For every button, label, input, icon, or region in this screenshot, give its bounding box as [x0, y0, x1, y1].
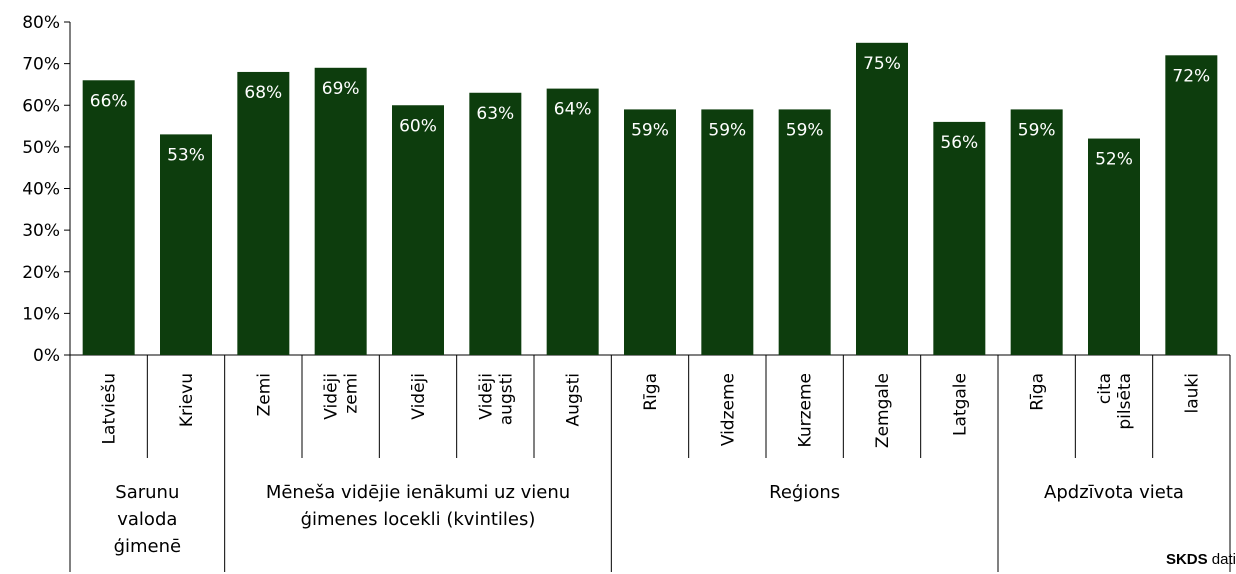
bar	[160, 134, 212, 355]
group-label: valoda	[117, 509, 177, 530]
bar	[778, 109, 831, 355]
bar-value-label: 60%	[399, 116, 437, 136]
category-label: Latgale	[950, 373, 970, 436]
bar-value-label: 59%	[786, 120, 824, 140]
bar-value-label: 68%	[244, 83, 282, 103]
bar-value-label: 56%	[940, 133, 978, 153]
bar-value-label: 52%	[1095, 150, 1133, 170]
category-label: Krievu	[177, 373, 197, 427]
category-label: Augsti	[564, 373, 584, 426]
bar	[624, 109, 676, 355]
group-label: Sarunu	[115, 482, 179, 503]
category-label: Vidēji	[322, 373, 342, 420]
bar	[82, 80, 135, 356]
bar	[546, 88, 599, 355]
category-label: pilsēta	[1115, 373, 1135, 430]
group-label: Apdzīvota vieta	[1044, 482, 1184, 503]
category-label: Rīga	[641, 373, 661, 411]
bar	[469, 92, 522, 355]
y-tick-label: 0%	[33, 346, 60, 366]
category-label: zemi	[342, 373, 362, 414]
y-tick-label: 50%	[22, 138, 60, 158]
y-tick-label: 10%	[22, 304, 60, 324]
bar	[392, 105, 444, 355]
category-label: augsti	[496, 373, 516, 425]
bar-value-label: 63%	[476, 104, 514, 124]
bar	[1010, 109, 1063, 355]
category-label: lauki	[1182, 373, 1202, 413]
y-tick-label: 20%	[22, 263, 60, 283]
y-tick-label: 80%	[22, 13, 60, 33]
bar	[701, 109, 754, 355]
bar-value-label: 69%	[322, 79, 360, 99]
bar-value-label: 64%	[554, 100, 592, 120]
bar	[314, 67, 367, 355]
category-label: Vidzeme	[718, 373, 738, 446]
y-tick-label: 30%	[22, 221, 60, 241]
group-label: Reģions	[769, 482, 840, 503]
bar-value-label: 53%	[167, 145, 205, 165]
category-label: Vidēji	[409, 373, 429, 420]
source-note: SKDS dati	[1166, 551, 1236, 568]
group-label: Mēneša vidējie ienākumi uz vienu	[266, 482, 570, 503]
group-label: ģimenē	[114, 536, 182, 557]
group-label: ģimenes locekli (kvintiles)	[301, 509, 536, 530]
y-tick-label: 40%	[22, 180, 60, 200]
y-tick-label: 70%	[22, 55, 60, 75]
category-label: Zemi	[254, 373, 274, 416]
category-label: Rīga	[1028, 373, 1048, 411]
bar-value-label: 59%	[1018, 120, 1056, 140]
category-label: Latviešu	[100, 373, 120, 444]
source-brand: SKDS	[1165, 551, 1208, 568]
bar-value-label: 72%	[1172, 66, 1210, 86]
bar-value-label: 66%	[90, 91, 128, 111]
category-label: Vidēji	[476, 373, 496, 420]
bar	[237, 71, 290, 355]
source-text: dati	[1207, 551, 1236, 568]
bar	[1165, 55, 1218, 356]
bar	[856, 42, 908, 355]
bar	[933, 121, 986, 356]
y-tick-label: 60%	[22, 96, 60, 116]
category-label: cita	[1095, 373, 1115, 404]
bar-value-label: 59%	[631, 120, 669, 140]
category-label: Zemgale	[873, 373, 893, 448]
bar	[1088, 138, 1140, 355]
category-label: Kurzeme	[796, 373, 816, 447]
bar-value-label: 59%	[708, 120, 746, 140]
bar-value-label: 75%	[863, 54, 901, 74]
